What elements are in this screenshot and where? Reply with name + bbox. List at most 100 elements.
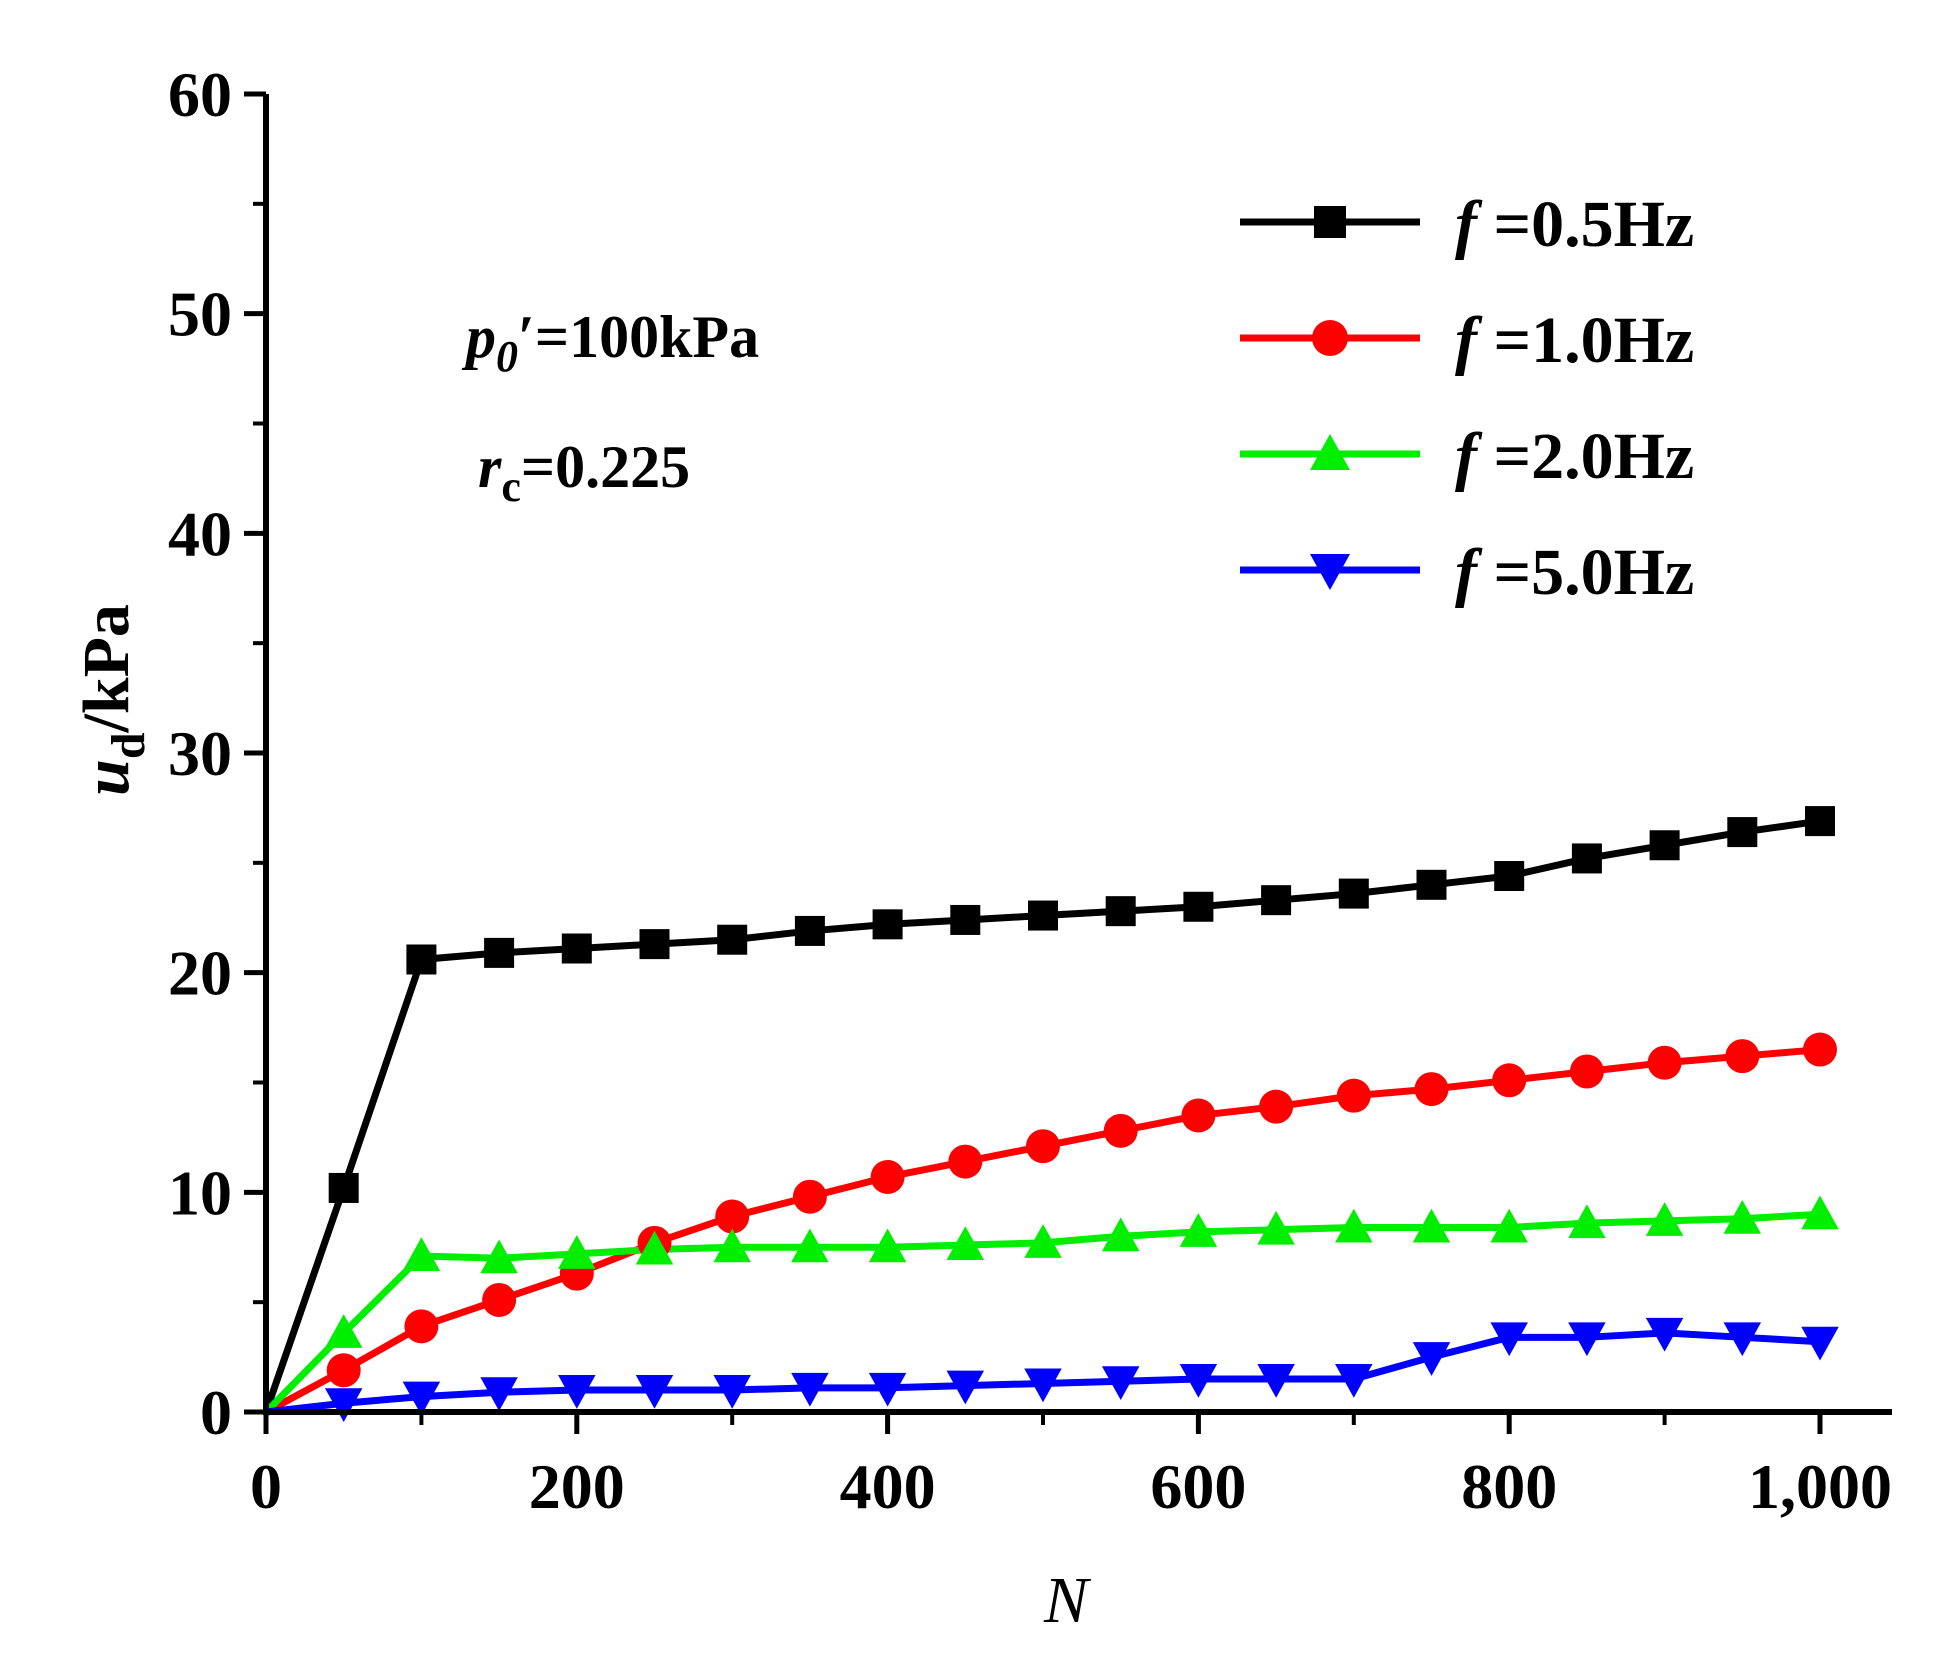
y-tick-label: 30 [168, 718, 232, 789]
data-point-series-2 [324, 1314, 363, 1348]
annotation-p0-main: p [461, 304, 496, 370]
data-point-series-2 [1723, 1199, 1762, 1234]
legend-label-rest: =5.0Hz [1477, 536, 1694, 609]
x-tick-label: 1,000 [1748, 1451, 1892, 1522]
data-point-series-3 [791, 1372, 829, 1407]
data-point-series-1 [1026, 1129, 1060, 1164]
x-tick-label: 400 [840, 1451, 936, 1522]
data-point-series-3 [1024, 1368, 1062, 1403]
y-axis-title: ud/kPa [70, 604, 155, 796]
data-point-series-2 [1257, 1210, 1295, 1245]
data-point-series-1 [1725, 1039, 1760, 1074]
data-point-series-2 [1645, 1202, 1684, 1236]
data-point-series-1 [1414, 1072, 1449, 1107]
axis-tick-labels: 0 200 400 600 800 1,000 0 10 20 30 40 50 60 [168, 59, 1892, 1522]
data-point-series-0 [639, 929, 670, 960]
data-point-series-0 [1416, 869, 1447, 900]
data-point-series-1 [1803, 1032, 1837, 1067]
data-point-series-2 [946, 1226, 985, 1261]
data-point-series-1 [870, 1159, 905, 1194]
legend-label: f =0.5Hz [1455, 188, 1694, 261]
x-tick-label: 600 [1150, 1451, 1246, 1522]
y-tick-label: 40 [168, 498, 232, 569]
data-point-series-2 [558, 1235, 596, 1269]
data-point-series-2 [1101, 1217, 1140, 1252]
data-point-series-2 [635, 1230, 674, 1265]
data-point-series-3 [1179, 1364, 1218, 1398]
legend-marker [1310, 434, 1350, 470]
data-point-series-3 [480, 1377, 518, 1411]
legend-label-rest: =0.5Hz [1477, 188, 1694, 261]
data-point-series-1 [792, 1179, 827, 1214]
data-point-series-3 [402, 1381, 441, 1416]
data-point-series-2 [1801, 1195, 1839, 1230]
data-point-series-0 [872, 909, 903, 940]
data-point-series-0 [484, 937, 515, 968]
data-point-series-2 [868, 1228, 907, 1263]
data-point-series-3 [1723, 1322, 1762, 1357]
axis-ticks [244, 91, 1823, 1434]
annotation-rc: rc=0.225 [478, 434, 690, 511]
annotation-p0-prime: ′ [518, 304, 535, 370]
annotation-p0-sub: 0 [496, 332, 518, 381]
data-point-series-1 [1103, 1113, 1138, 1148]
series-markers [324, 806, 1839, 1422]
legend-label-rest: =2.0Hz [1477, 420, 1694, 493]
data-point-series-3 [868, 1372, 907, 1407]
annotation-rc-main: r [478, 434, 502, 500]
data-point-series-2 [1490, 1208, 1528, 1243]
data-point-series-1 [715, 1199, 750, 1234]
legend-label-rest: =1.0Hz [1477, 304, 1694, 377]
legend: f =0.5Hz f =1.0Hz f =2.0Hz f =5.0Hz [1240, 188, 1694, 609]
data-point-series-3 [1568, 1322, 1606, 1357]
annotation-p0: p0′=100kPa [461, 304, 759, 381]
legend-marker [1310, 554, 1350, 590]
legend-label: f =2.0Hz [1455, 420, 1694, 493]
data-point-series-3 [1490, 1322, 1528, 1357]
legend-label: f =5.0Hz [1455, 536, 1694, 609]
annotation-p0-value: =100kPa [535, 304, 759, 370]
annotation-rc-value: =0.225 [521, 434, 690, 500]
y-tick-label: 60 [168, 59, 232, 130]
data-point-series-2 [1568, 1204, 1606, 1239]
y-tick-label: 20 [168, 938, 232, 1009]
data-point-series-3 [324, 1388, 363, 1422]
x-tick-label: 0 [250, 1451, 282, 1522]
data-point-series-1 [1181, 1098, 1216, 1133]
data-point-series-0 [1571, 843, 1602, 874]
data-point-series-2 [713, 1228, 751, 1263]
data-point-series-2 [1024, 1224, 1062, 1258]
data-point-series-1 [948, 1144, 983, 1179]
data-point-series-3 [558, 1375, 596, 1409]
data-point-series-0 [1338, 878, 1369, 909]
data-point-series-0 [1727, 817, 1758, 848]
data-point-series-1 [1569, 1054, 1604, 1089]
data-point-series-2 [1412, 1208, 1451, 1243]
x-tick-label: 800 [1461, 1451, 1557, 1522]
data-point-series-0 [1105, 896, 1136, 927]
data-point-series-3 [1801, 1326, 1839, 1361]
data-point-series-3 [1257, 1364, 1295, 1398]
data-point-series-0 [1494, 861, 1525, 892]
data-point-series-0 [1805, 806, 1835, 837]
x-tick-label: 200 [529, 1451, 625, 1522]
data-point-series-0 [1028, 900, 1058, 931]
data-point-series-0 [561, 933, 592, 964]
y-tick-label: 0 [200, 1377, 232, 1448]
data-point-series-1 [482, 1282, 517, 1317]
data-point-series-1 [326, 1353, 361, 1388]
data-point-series-1 [1647, 1045, 1682, 1080]
y-tick-label: 50 [168, 279, 232, 350]
data-point-series-0 [1649, 830, 1680, 861]
y-tick-label: 10 [168, 1157, 232, 1228]
y-axis-title-sub: d [102, 732, 155, 759]
y-axis-title-main: u [70, 759, 143, 796]
data-point-series-1 [1259, 1089, 1294, 1124]
data-point-series-1 [1492, 1063, 1527, 1098]
data-point-series-0 [794, 915, 825, 946]
y-axis-title-unit: /kPa [70, 604, 143, 733]
annotation-rc-sub: c [501, 462, 521, 511]
data-point-series-0 [717, 924, 748, 955]
